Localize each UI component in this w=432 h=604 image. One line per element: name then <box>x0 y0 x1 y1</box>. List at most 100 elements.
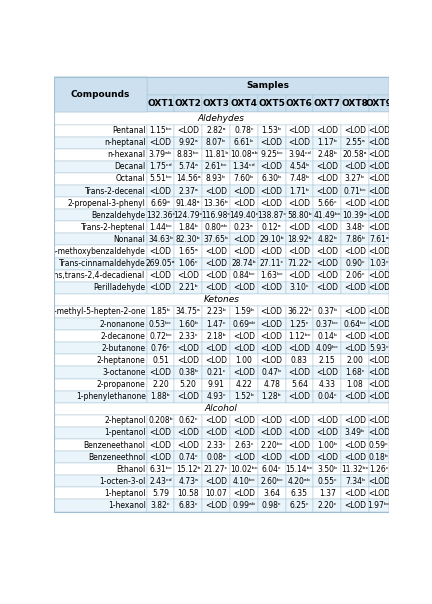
Text: <LOD: <LOD <box>368 150 390 159</box>
Text: <LOD: <LOD <box>316 187 338 196</box>
Text: 2.33ᶜ: 2.33ᶜ <box>178 332 198 341</box>
Bar <box>54 500 146 512</box>
Bar <box>146 427 175 439</box>
Text: <LOD: <LOD <box>344 344 366 353</box>
Bar <box>202 487 230 500</box>
Bar <box>54 379 146 391</box>
Bar <box>341 367 369 379</box>
Text: 8.93ᵇ: 8.93ᵇ <box>206 175 226 184</box>
Bar <box>175 487 202 500</box>
Bar <box>230 367 258 379</box>
Text: 82.30ᵇ: 82.30ᵇ <box>176 235 201 244</box>
Text: <LOD: <LOD <box>149 440 172 449</box>
Text: 5.66ᶜ: 5.66ᶜ <box>318 199 337 208</box>
Text: 4.82ᵇ: 4.82ᵇ <box>317 235 337 244</box>
Bar <box>175 355 202 367</box>
Bar <box>202 391 230 403</box>
Bar <box>258 137 286 149</box>
Bar <box>258 149 286 161</box>
Bar <box>313 245 341 257</box>
Bar <box>54 415 146 427</box>
Text: 5.74ᵃ: 5.74ᵃ <box>178 162 198 172</box>
Text: 0.90ᶜ: 0.90ᶜ <box>345 259 365 268</box>
Bar <box>286 379 313 391</box>
Bar <box>258 124 286 137</box>
Bar <box>230 415 258 427</box>
Bar <box>230 124 258 137</box>
Text: <LOD: <LOD <box>233 187 255 196</box>
Bar <box>146 124 175 137</box>
Text: <LOD: <LOD <box>289 452 311 461</box>
Bar <box>341 427 369 439</box>
Text: <LOD: <LOD <box>344 162 366 172</box>
Text: <LOD: <LOD <box>316 283 338 292</box>
Text: <LOD: <LOD <box>177 440 199 449</box>
Bar <box>369 355 389 367</box>
Text: OXT8: OXT8 <box>342 99 368 108</box>
Bar <box>146 439 175 451</box>
Text: 3.79ᵃᵇ: 3.79ᵃᵇ <box>149 150 172 159</box>
Text: 15.14ᵇᶜ: 15.14ᵇᶜ <box>286 464 313 474</box>
Bar <box>258 330 286 342</box>
Bar <box>175 318 202 330</box>
Text: <LOD: <LOD <box>368 368 390 377</box>
Text: <LOD: <LOD <box>368 199 390 208</box>
Text: 5.79: 5.79 <box>152 489 169 498</box>
Text: 124.79ᶜ: 124.79ᶜ <box>174 211 203 220</box>
Bar <box>146 137 175 149</box>
Text: <LOD: <LOD <box>344 307 366 316</box>
Text: 4.10ᵇᶜ: 4.10ᵇᶜ <box>232 477 255 486</box>
Bar <box>230 282 258 294</box>
Text: 4.22: 4.22 <box>235 380 252 389</box>
Bar <box>286 245 313 257</box>
Text: <LOD: <LOD <box>205 501 227 510</box>
Text: 1.53ᵇ: 1.53ᵇ <box>261 126 282 135</box>
Bar <box>286 233 313 245</box>
Text: <LOD: <LOD <box>260 416 283 425</box>
Text: 0.78ᶜ: 0.78ᶜ <box>234 126 254 135</box>
Text: 1-pentanol: 1-pentanol <box>104 428 146 437</box>
Text: 2.21ᵇ: 2.21ᵇ <box>178 283 198 292</box>
Text: 1.34ᶜᵈ: 1.34ᶜᵈ <box>232 162 255 172</box>
Text: <LOD: <LOD <box>316 452 338 461</box>
Text: <LOD: <LOD <box>344 501 366 510</box>
Text: 1.97ᵇᶜ: 1.97ᵇᶜ <box>367 501 390 510</box>
Bar <box>286 185 313 197</box>
Bar <box>369 487 389 500</box>
Text: 0.21ᶜ: 0.21ᶜ <box>206 368 226 377</box>
Text: <LOD: <LOD <box>289 440 311 449</box>
Text: 27.11ᶜ: 27.11ᶜ <box>260 259 284 268</box>
Bar <box>286 463 313 475</box>
Bar <box>54 245 146 257</box>
Bar <box>146 463 175 475</box>
Text: <LOD: <LOD <box>344 332 366 341</box>
Text: <LOD: <LOD <box>233 199 255 208</box>
Bar <box>286 391 313 403</box>
Text: <LOD: <LOD <box>368 271 390 280</box>
Bar <box>202 209 230 221</box>
Bar <box>54 137 146 149</box>
Bar <box>369 269 389 282</box>
Bar <box>286 173 313 185</box>
Bar <box>175 149 202 161</box>
Bar <box>369 197 389 209</box>
Bar <box>258 209 286 221</box>
Bar <box>258 415 286 427</box>
Text: Nonanal: Nonanal <box>114 235 146 244</box>
Text: 6.04ᶜ: 6.04ᶜ <box>262 464 282 474</box>
Text: <LOD: <LOD <box>368 307 390 316</box>
Text: <LOD: <LOD <box>205 247 227 256</box>
Text: <LOD: <LOD <box>368 138 390 147</box>
Text: 0.37ᵇᶜ: 0.37ᵇᶜ <box>316 320 339 329</box>
Text: Alcohol: Alcohol <box>205 404 238 413</box>
Bar <box>146 77 389 95</box>
Text: <LOD: <LOD <box>177 428 199 437</box>
Text: <LOD: <LOD <box>260 138 283 147</box>
Bar <box>230 245 258 257</box>
Text: 1.00: 1.00 <box>235 356 252 365</box>
Bar <box>146 342 175 355</box>
Bar <box>175 451 202 463</box>
Bar <box>341 209 369 221</box>
Text: OXT2: OXT2 <box>175 99 202 108</box>
Bar <box>286 149 313 161</box>
